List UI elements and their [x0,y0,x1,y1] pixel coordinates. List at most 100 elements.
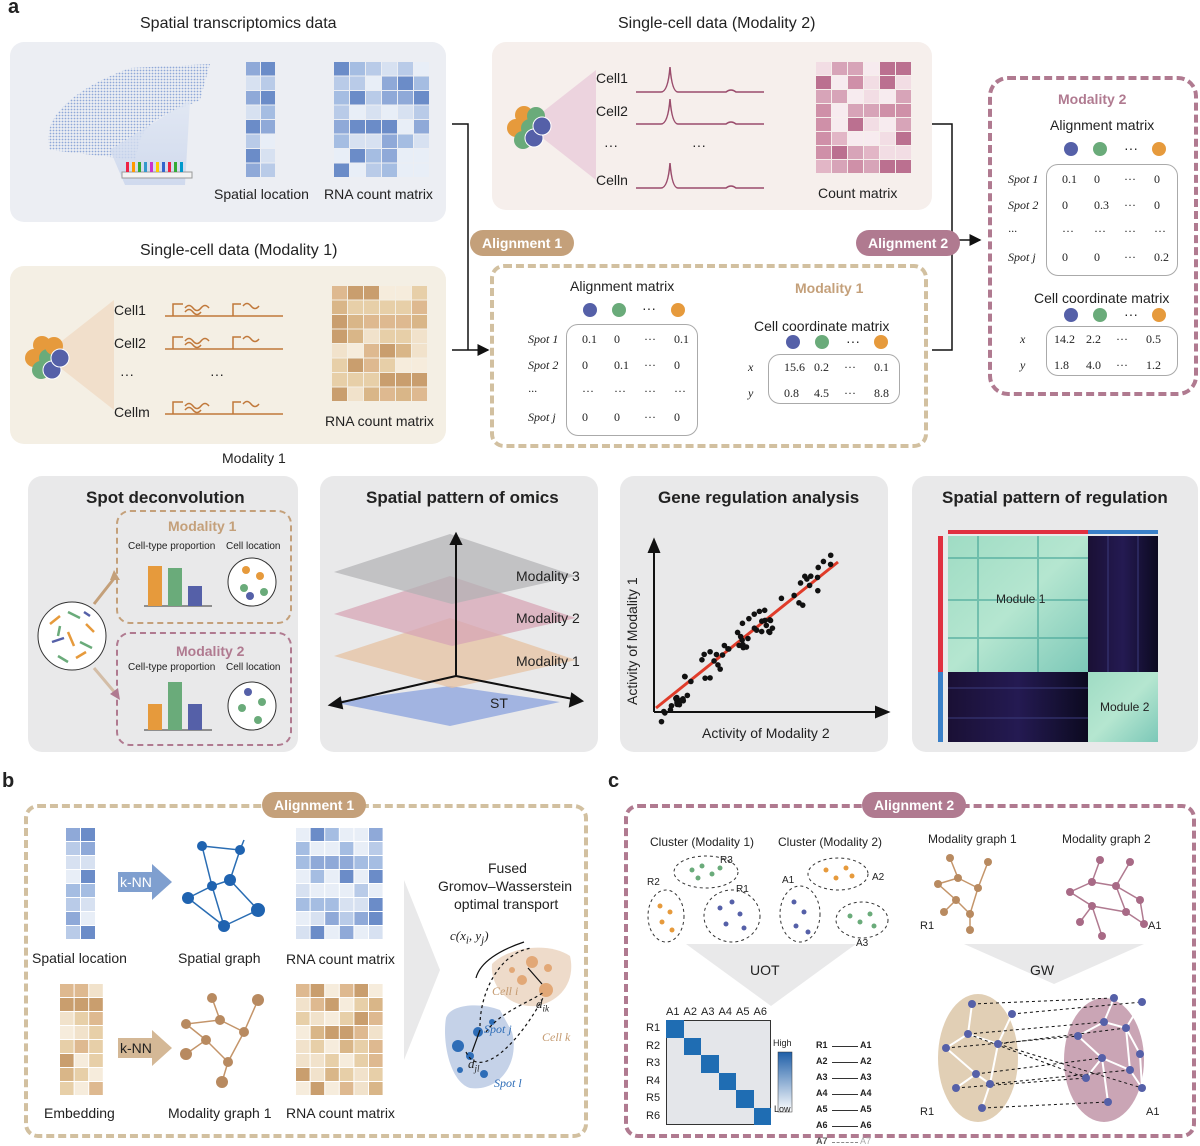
scatter-point [668,702,675,709]
matrix-value: 0 [1094,250,1100,264]
matrix-cell [354,842,368,855]
pair-right: A2 [860,1056,872,1066]
pair-link [832,1062,858,1063]
matrix-cell [369,828,383,841]
matrix-cell [350,120,365,134]
scatter-point [661,708,667,715]
matrix-value: 4.0 [1086,358,1101,372]
matrix-cell [74,1040,89,1053]
matrix-cell [369,998,383,1011]
b-spatial-location-matrix [66,828,95,939]
matrix-cell [354,1026,368,1039]
matrix-cell [382,149,397,163]
matrix-cell [414,163,429,177]
matrix-cell [296,998,310,1011]
matrix-value: ··· [644,384,656,398]
matrix-cell [296,1068,310,1081]
scatter-point [745,635,751,642]
c-uot-label: UOT [750,962,780,978]
matrix-cell [261,62,275,76]
matrix-cell [339,884,354,897]
matrix-cell [880,76,895,89]
scatter-point [681,673,688,680]
matrix-cell [380,358,395,372]
m1-am-frame [566,324,698,436]
matrix-cell [296,870,310,883]
matrix-cell [332,387,347,401]
matrix-cell [261,149,275,163]
pair-right: A5 [860,1104,872,1114]
matrix-cell [412,373,427,387]
b-rna-label-1: RNA count matrix [286,951,395,967]
matrix-cell [350,134,365,148]
c-gw-r1: R1 [920,1106,935,1118]
matrix-cell [325,870,339,883]
matrix-cell [339,870,354,883]
pair-left: R1 [816,1040,828,1050]
c-cluster1-title: Cluster (Modality 1) [650,835,755,849]
matrix-cell [81,926,95,939]
matrix-cell [339,998,354,1011]
pair-right: A7 [860,1136,872,1146]
matrix-cell [414,91,429,105]
matrix-cell [348,358,363,372]
matrix-value: 0.1 [1062,172,1077,186]
matrix-cell [864,160,879,173]
scatter-point [711,658,717,664]
matrix-value: 0.2 [814,360,829,374]
c-r3: R3 [720,855,733,866]
matrix-cell [348,329,363,343]
m2-modality-title: Modality 2 [1058,91,1127,107]
matrix-cell [396,329,411,343]
panel-letter-c: c [608,770,620,792]
matrix-cell [74,984,89,997]
uot-col-label: A3 [701,1006,715,1018]
matrix-cell [261,105,275,119]
c-gw-label: GW [1030,962,1055,978]
matrix-cell [325,912,339,925]
matrix-cell [366,120,381,134]
matrix-cell [396,344,411,358]
matrix-cell [81,898,95,911]
matrix-cell [364,315,379,329]
matrix-cell [261,91,275,105]
scatter-point [759,618,765,625]
b-knn-arrow-1 [118,864,172,900]
matrix-cell [74,1012,89,1025]
matrix-cell [398,62,413,76]
matrix-cell [354,998,368,1011]
uot-diagonal-cell [736,1090,754,1108]
matrix-cell [382,105,397,119]
matrix-cell [354,1082,368,1095]
scatter-point [746,615,752,622]
matrix-cell [354,898,368,911]
matrix-value: ··· [1116,332,1128,346]
matrix-cell [296,1012,310,1025]
m1-cc-frame [768,354,900,404]
matrix-cell [864,90,879,103]
matrix-cell [66,926,80,939]
matrix-row-label: Spot j [1008,250,1036,264]
b-rna-label-2: RNA count matrix [286,1105,395,1121]
matrix-cell [896,146,911,159]
scatter-point [707,675,713,681]
scatter-point [807,573,814,579]
matrix-cell [414,105,429,119]
matrix-cell [261,163,275,177]
matrix-cell [89,998,103,1011]
matrix-cell [296,842,310,855]
matrix-cell [354,984,368,997]
matrix-cell [89,1040,103,1053]
b-embedding-label: Embedding [44,1105,115,1121]
matrix-cell [332,286,347,300]
pair-right: A3 [860,1072,872,1082]
module1-label: Module 1 [996,592,1046,606]
pair-link [832,1046,858,1047]
matrix-cell [816,62,831,75]
scatter-point [739,637,745,643]
matrix-cell [364,373,379,387]
matrix-cell [896,118,911,131]
layer-mod1: Modality 1 [516,653,580,669]
uot-col-label: A1 [666,1006,680,1018]
matrix-row-label: y [1020,358,1026,372]
